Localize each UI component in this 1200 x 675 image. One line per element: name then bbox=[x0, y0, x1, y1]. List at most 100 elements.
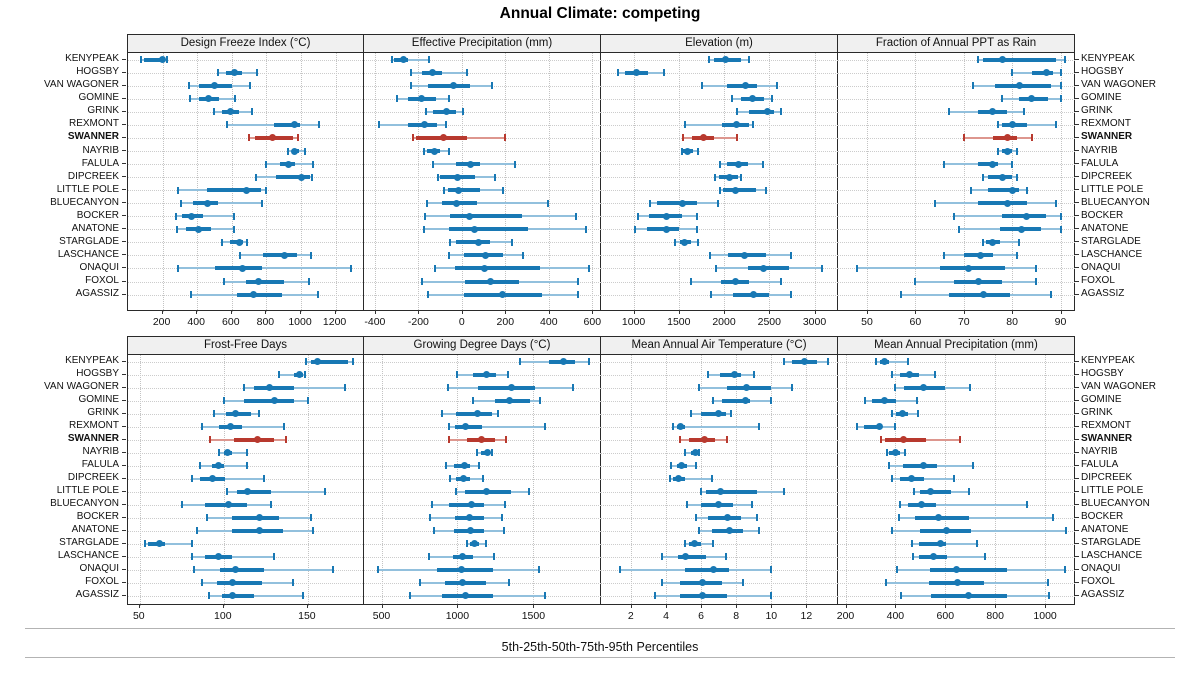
whisker-cap-low bbox=[679, 436, 681, 444]
whisker-cap-high bbox=[820, 264, 823, 272]
x-tick-label: 600 bbox=[222, 316, 240, 328]
x-tick-label: 200 bbox=[836, 610, 855, 622]
row-tick-left bbox=[122, 464, 126, 466]
station-label-left: BLUECANYON bbox=[50, 196, 119, 208]
row-gridline bbox=[838, 426, 1075, 428]
row-tick-left bbox=[122, 516, 126, 518]
whisker-line bbox=[202, 425, 285, 428]
median-dot bbox=[418, 95, 426, 103]
whisker-line bbox=[178, 267, 352, 270]
whisker-cap-low bbox=[395, 95, 398, 103]
median-dot bbox=[684, 147, 692, 155]
whisker-cap-low bbox=[682, 134, 685, 142]
row-tick-left bbox=[122, 568, 126, 570]
whisker-cap-high bbox=[481, 475, 484, 483]
whisker-cap-low bbox=[707, 56, 710, 64]
whisker-cap-low bbox=[933, 199, 936, 207]
station-label-right: VAN WAGONER bbox=[1081, 381, 1157, 393]
whisker-cap-high bbox=[775, 82, 778, 90]
whisker-cap-low bbox=[700, 488, 703, 496]
whisker-line bbox=[684, 123, 754, 126]
x-tick bbox=[769, 310, 771, 314]
row-tick-right bbox=[1075, 97, 1079, 99]
x-gridline bbox=[724, 53, 725, 312]
iqr-bar bbox=[685, 567, 730, 572]
x-tick-label: 1500 bbox=[521, 610, 546, 622]
row-gridline bbox=[128, 98, 365, 100]
median-dot bbox=[227, 423, 234, 431]
whisker-cap-low bbox=[207, 592, 210, 600]
station-label-right: GOMINE bbox=[1081, 92, 1122, 104]
x-tick bbox=[701, 604, 703, 608]
x-tick-label: 90 bbox=[1054, 316, 1067, 328]
whisker-cap-low bbox=[1011, 69, 1014, 77]
whisker-line bbox=[244, 386, 345, 389]
row-gridline bbox=[838, 374, 1075, 376]
row-gridline bbox=[838, 413, 1075, 415]
whisker-cap-low bbox=[957, 225, 960, 233]
whisker-cap-low bbox=[176, 225, 179, 233]
x-tick bbox=[300, 310, 301, 314]
panel-strip: Growing Degree Days (°C) bbox=[364, 336, 601, 354]
station-label-right: AGASSIZ bbox=[1081, 589, 1125, 601]
station-label-left: VAN WAGONER bbox=[43, 79, 119, 91]
row-tick-right bbox=[1075, 58, 1079, 60]
whisker-cap-low bbox=[880, 436, 883, 444]
median-dot bbox=[733, 121, 741, 129]
median-dot bbox=[979, 291, 987, 298]
x-tick bbox=[724, 310, 725, 314]
whisker-cap-low bbox=[425, 108, 427, 116]
whisker-cap-high bbox=[447, 95, 450, 103]
station-label-left: DIPCREEK bbox=[67, 170, 119, 182]
whisker-cap-low bbox=[448, 238, 451, 246]
whisker-cap-high bbox=[752, 371, 755, 379]
iqr-bar bbox=[222, 593, 254, 598]
whisker-cap-low bbox=[694, 514, 697, 522]
row-tick-left bbox=[122, 542, 126, 544]
x-tick bbox=[138, 604, 140, 608]
x-tick bbox=[1045, 604, 1047, 608]
iqr-bar bbox=[987, 188, 1020, 193]
row-gridline bbox=[128, 151, 365, 152]
station-label-right: BLUECANYON bbox=[1081, 196, 1150, 208]
whisker-cap-low bbox=[899, 291, 902, 298]
whisker-cap-low bbox=[518, 358, 521, 366]
iqr-bar bbox=[449, 502, 484, 507]
row-tick-left bbox=[122, 293, 126, 295]
station-label-left: GOMINE bbox=[78, 394, 119, 406]
whisker-cap-high bbox=[502, 527, 505, 535]
whisker-cap-low bbox=[187, 82, 190, 90]
whisker-cap-high bbox=[758, 423, 760, 431]
row-tick-left bbox=[122, 189, 126, 191]
whisker-cap-high bbox=[758, 527, 760, 535]
median-dot bbox=[678, 462, 686, 470]
median-dot bbox=[679, 199, 687, 207]
whisker-cap-low bbox=[177, 264, 180, 272]
whisker-cap-high bbox=[756, 514, 759, 522]
whisker-cap-high bbox=[537, 566, 540, 574]
row-gridline bbox=[128, 164, 365, 165]
whisker-cap-low bbox=[649, 199, 652, 207]
median-dot bbox=[204, 95, 212, 103]
station-label-right: FALULA bbox=[1081, 157, 1119, 169]
whisker-cap-high bbox=[246, 462, 249, 470]
x-tick-label: 400 bbox=[886, 610, 905, 622]
whisker-cap-low bbox=[454, 488, 457, 496]
whisker-cap-low bbox=[714, 264, 717, 272]
iqr-bar bbox=[254, 385, 295, 390]
median-dot bbox=[297, 173, 305, 181]
x-gridline bbox=[701, 355, 703, 606]
median-dot bbox=[918, 501, 926, 509]
row-tick-right bbox=[1075, 438, 1079, 440]
median-dot bbox=[255, 278, 263, 285]
row-tick-left bbox=[122, 477, 126, 479]
row-tick-right bbox=[1075, 490, 1079, 492]
row-gridline bbox=[601, 543, 838, 545]
whisker-cap-high bbox=[1059, 212, 1062, 220]
whisker-cap-high bbox=[984, 553, 987, 561]
whisker-cap-low bbox=[199, 462, 202, 470]
row-gridline bbox=[364, 72, 601, 74]
whisker-cap-high bbox=[318, 121, 321, 129]
iqr-bar bbox=[311, 359, 349, 364]
